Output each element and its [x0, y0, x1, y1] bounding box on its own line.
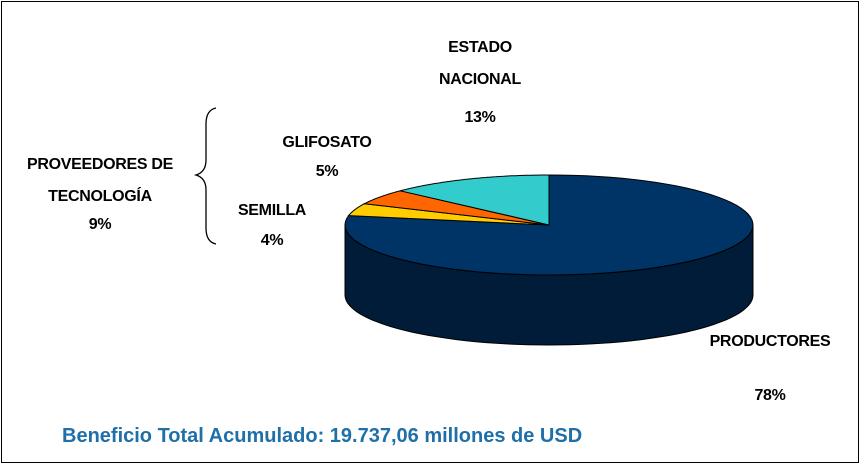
value-label: 4%	[260, 232, 284, 249]
slice	[362, 190, 550, 226]
slice	[400, 174, 550, 226]
value-label: 5%	[315, 163, 339, 180]
category-label: ESTADO NACIONAL	[438, 39, 522, 88]
chart-title: Beneficio Total Acumulado: 19.737,06 mil…	[62, 425, 583, 447]
group-value-label: 9%	[88, 216, 112, 233]
value-label: 78%	[754, 387, 786, 404]
category-label: GLIFOSATO	[282, 134, 372, 151]
value-label: 13%	[464, 109, 496, 126]
category-label: PRODUCTORES	[709, 333, 831, 350]
pie	[344, 174, 754, 346]
group-label: PROVEEDORES DE TECNOLOGÍA	[26, 156, 174, 205]
category-label: SEMILLA	[237, 202, 307, 219]
group-brace	[193, 107, 217, 245]
